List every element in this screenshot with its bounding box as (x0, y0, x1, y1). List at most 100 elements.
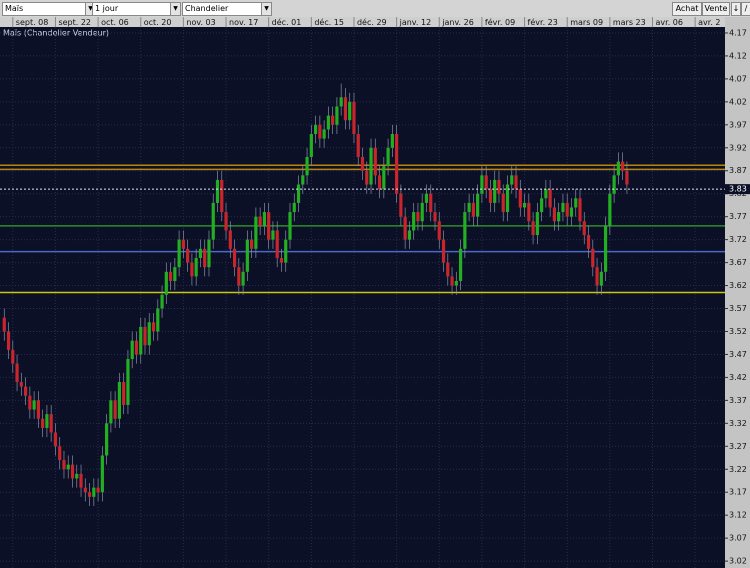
candle-body (177, 239, 181, 268)
dropdown-arrow[interactable]: ▼ (170, 2, 181, 16)
candle-body (220, 179, 224, 213)
candle-body (339, 97, 343, 107)
candle-body (254, 216, 258, 249)
candle-body (574, 198, 578, 208)
y-tick-label: 3.42 (729, 373, 747, 382)
candle-body (181, 239, 185, 249)
candle-body (36, 400, 40, 419)
buy-button[interactable]: Achat (672, 2, 702, 16)
x-tick-label: oct. 06 (101, 18, 129, 27)
last-price-label: 3.83 (729, 185, 747, 194)
candle-body (288, 212, 292, 240)
candle-body (58, 446, 62, 461)
candle-body (126, 359, 130, 405)
candle-body (237, 267, 241, 286)
candle-body (360, 156, 365, 171)
candle-body (23, 386, 28, 396)
candle-body (467, 202, 471, 213)
y-tick-label: 3.67 (729, 258, 747, 267)
y-tick-label: 3.12 (729, 511, 747, 520)
dropdown-arrow[interactable]: ▼ (261, 2, 272, 16)
style-select[interactable]: Chandelier Vendeur (182, 2, 262, 25)
candle-body (305, 156, 309, 176)
icon-button[interactable]: / (741, 2, 750, 16)
x-tick-label: janv. 12 (399, 18, 432, 27)
y-tick-label: 3.47 (729, 350, 747, 359)
candle-body (28, 395, 32, 410)
candle-body (407, 230, 412, 240)
candle-body (433, 212, 437, 222)
candle-body (100, 455, 104, 493)
candle-body (548, 189, 552, 208)
candle-body (335, 106, 339, 125)
sell-button[interactable]: Vente (702, 2, 730, 16)
instrument-select[interactable]: Maïs (2, 2, 86, 16)
candle-body (390, 134, 394, 148)
candle-body (6, 331, 11, 350)
x-tick-label: avr. 06 (656, 18, 683, 27)
candle-body (565, 202, 569, 217)
x-tick-label: sept. 22 (58, 18, 91, 27)
x-tick-label: janv. 26 (441, 18, 474, 27)
candle-body (412, 212, 416, 231)
x-tick-label: mars 23 (613, 18, 646, 27)
candle-body (62, 460, 66, 470)
y-tick-label: 3.32 (729, 419, 747, 428)
candle-body (215, 179, 220, 203)
candle-body (296, 184, 301, 203)
candle-body (70, 464, 75, 479)
candle-body (527, 202, 531, 222)
candle-body (552, 207, 557, 222)
candle-body (258, 216, 262, 226)
candle-body (608, 193, 612, 226)
candle-body (441, 239, 446, 263)
y-tick-label: 3.97 (729, 120, 747, 129)
candle-body (476, 193, 480, 217)
candle-body (621, 161, 625, 171)
candle-body (186, 248, 190, 263)
candle-body (11, 349, 15, 364)
candle-body (535, 212, 539, 236)
candle-body (497, 179, 501, 194)
candle-body (164, 271, 168, 295)
candle-body (416, 212, 420, 222)
y-tick-label: 4.17 (729, 28, 747, 37)
candle-body (228, 230, 232, 249)
candle-body (518, 189, 522, 208)
candle-body (429, 193, 433, 213)
candle-body (224, 212, 228, 231)
candle-body (399, 193, 403, 217)
y-tick-label: 3.72 (729, 235, 747, 244)
candle-body (382, 166, 386, 190)
x-tick-label: sept. 08 (16, 18, 49, 27)
candle-body (403, 216, 407, 240)
candle-body (450, 276, 454, 286)
candle-body (156, 308, 160, 332)
y-tick-label: 3.77 (729, 212, 747, 221)
candle-body (561, 202, 565, 213)
candle-body (424, 193, 429, 203)
candle-body (203, 248, 207, 268)
candle-body (2, 317, 6, 332)
candle-body (616, 161, 620, 176)
candle-body (32, 400, 36, 410)
candle-body (105, 423, 109, 456)
candle-body (356, 134, 360, 157)
candle-body (198, 248, 203, 259)
candle-body (446, 262, 450, 277)
candle-body (603, 225, 608, 272)
candle-body (612, 175, 616, 194)
candle-body (241, 271, 245, 286)
candle-body (292, 202, 296, 213)
candle-body (578, 198, 582, 222)
candle-body (484, 175, 488, 190)
icon-button[interactable]: ↓ (731, 2, 741, 16)
chart: Maïs (Chandelier Vendeur) 3.02 3.07 3.12 3.… (0, 17, 750, 568)
candle-body (194, 258, 198, 277)
candle-body (377, 175, 382, 190)
candle-body (386, 147, 390, 167)
candle-body (514, 175, 518, 190)
candle-body (173, 267, 177, 281)
period-select[interactable]: 1 jour (92, 2, 171, 16)
candle-body (595, 267, 599, 286)
